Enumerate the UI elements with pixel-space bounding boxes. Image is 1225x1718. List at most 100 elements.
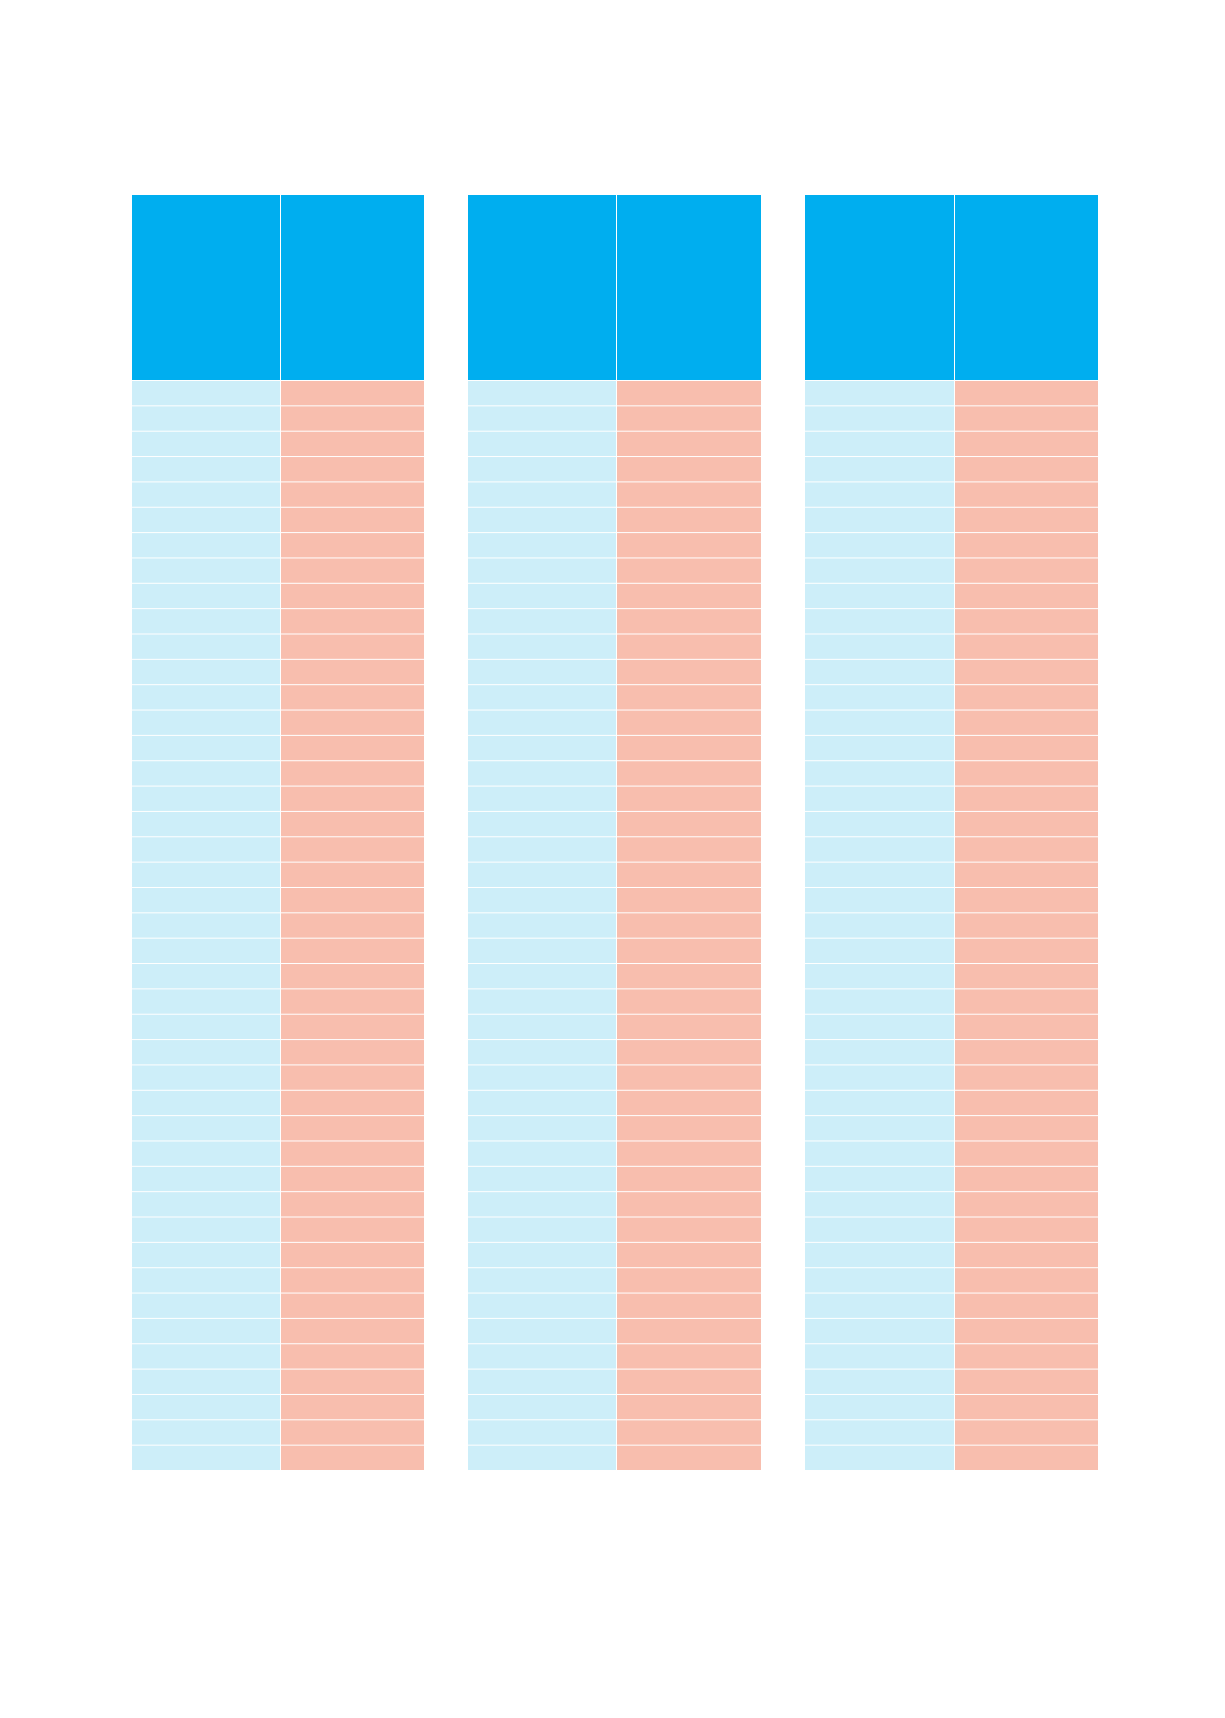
cell <box>132 558 280 583</box>
cell <box>955 887 1098 913</box>
cell <box>281 887 424 913</box>
cell <box>468 1116 616 1141</box>
cell <box>805 1369 954 1394</box>
cell <box>132 837 280 862</box>
cell <box>468 837 616 862</box>
header-cell <box>281 195 424 380</box>
cell <box>617 989 761 1014</box>
cell <box>281 1014 424 1040</box>
cell <box>805 1318 954 1344</box>
cell <box>805 964 954 989</box>
cell <box>468 913 616 938</box>
cell <box>468 710 616 735</box>
cell <box>955 406 1098 431</box>
cell <box>955 1420 1098 1445</box>
cell <box>468 1217 616 1242</box>
cell <box>132 735 280 761</box>
cell <box>468 1344 616 1369</box>
cell <box>281 1293 424 1318</box>
cell <box>281 1369 424 1394</box>
cell <box>805 634 954 659</box>
cell <box>132 938 280 964</box>
cell <box>468 786 616 811</box>
cell <box>617 1192 761 1217</box>
cell <box>468 938 616 964</box>
cell <box>281 1065 424 1090</box>
cell <box>955 1318 1098 1344</box>
cell <box>805 558 954 583</box>
cell <box>132 862 280 887</box>
cell <box>617 609 761 634</box>
cell <box>805 381 954 406</box>
cell <box>281 609 424 634</box>
cell <box>805 1014 954 1040</box>
cell <box>281 1141 424 1166</box>
cell <box>805 533 954 558</box>
cell <box>955 1014 1098 1040</box>
cell <box>617 913 761 938</box>
cell <box>468 381 616 406</box>
cell <box>132 1369 280 1394</box>
table <box>805 195 1098 1470</box>
cell <box>805 735 954 761</box>
cell <box>805 887 954 913</box>
cell <box>468 735 616 761</box>
cell <box>468 811 616 837</box>
cell <box>805 659 954 685</box>
cell <box>955 837 1098 862</box>
cell <box>955 1369 1098 1394</box>
cell <box>617 1166 761 1192</box>
cell <box>955 634 1098 659</box>
cell <box>281 1217 424 1242</box>
cell <box>617 634 761 659</box>
cell <box>132 761 280 786</box>
cell <box>805 1090 954 1116</box>
cell <box>281 482 424 507</box>
cell <box>281 862 424 887</box>
cell <box>468 659 616 685</box>
cell <box>805 938 954 964</box>
cell <box>617 1065 761 1090</box>
cell <box>281 533 424 558</box>
cell <box>468 609 616 634</box>
cell <box>955 1141 1098 1166</box>
cell <box>468 1141 616 1166</box>
cell <box>468 406 616 431</box>
cell <box>955 989 1098 1014</box>
cell <box>805 1445 954 1470</box>
cell <box>805 1217 954 1242</box>
cell <box>281 735 424 761</box>
cell <box>955 761 1098 786</box>
header-cell <box>955 195 1098 380</box>
cell <box>132 1242 280 1268</box>
cell <box>468 558 616 583</box>
cell <box>468 887 616 913</box>
cell <box>132 533 280 558</box>
cell <box>805 1344 954 1369</box>
cell <box>281 964 424 989</box>
cell <box>468 533 616 558</box>
table <box>468 195 761 1470</box>
cell <box>617 659 761 685</box>
cell <box>617 938 761 964</box>
cell <box>132 685 280 710</box>
cell <box>281 1420 424 1445</box>
cell <box>281 1116 424 1141</box>
cell <box>281 989 424 1014</box>
cell <box>805 1166 954 1192</box>
cell <box>955 558 1098 583</box>
cell <box>281 1090 424 1116</box>
cell <box>468 1040 616 1065</box>
cell <box>132 1090 280 1116</box>
cell <box>805 786 954 811</box>
cell <box>955 533 1098 558</box>
cell <box>132 431 280 457</box>
cell <box>281 1318 424 1344</box>
cell <box>468 482 616 507</box>
cell <box>468 1166 616 1192</box>
cell <box>805 431 954 457</box>
cell <box>805 862 954 887</box>
cell <box>955 1445 1098 1470</box>
cell <box>468 1014 616 1040</box>
cell <box>468 761 616 786</box>
